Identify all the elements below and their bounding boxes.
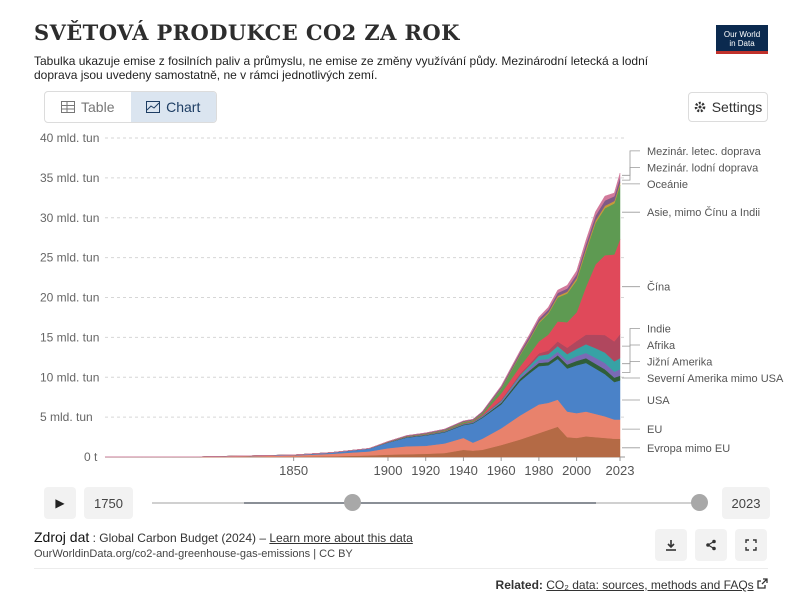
- play-button[interactable]: ▶: [44, 487, 76, 519]
- timeline: ▶ 1750 2023: [44, 487, 770, 519]
- legend-label: Asie, mimo Čínu a Indii: [647, 206, 760, 219]
- legend-label: Severní Amerika mimo USA: [647, 373, 784, 385]
- x-tick-label: 1900: [374, 463, 403, 478]
- logo-line-1: Our World: [723, 30, 761, 39]
- learn-more-link[interactable]: Learn more about this data: [269, 531, 413, 545]
- area-chart: 0 t 5 mld. tun 10 mld. tun 15 mld. tun 20 ml…: [40, 131, 784, 478]
- logo-line-2: in Data: [729, 39, 755, 48]
- legend-label: Mezinár. letec. doprava: [647, 146, 762, 158]
- play-icon: ▶: [55, 496, 65, 510]
- tab-table-label: Table: [81, 99, 115, 115]
- related-label: Related:: [495, 578, 543, 592]
- legend-label: Mezinár. lodní doprava: [647, 162, 759, 174]
- legend-label: USA: [647, 395, 670, 407]
- x-tick-label: 1850: [279, 463, 308, 478]
- related-link[interactable]: CO₂ data: sources, methods and FAQs: [546, 578, 754, 592]
- legend-label: Afrika: [647, 340, 676, 352]
- legend-label: EU: [647, 424, 662, 436]
- legend-leader-line: [622, 361, 640, 373]
- legend-label: Oceánie: [647, 179, 688, 191]
- x-tick-label: 1920: [411, 463, 440, 478]
- download-icon: [666, 540, 676, 551]
- y-tick-label: 25 mld. tun: [40, 251, 99, 265]
- chart-title: SVĚTOVÁ PRODUKCE CO2 ZA ROK: [34, 20, 460, 45]
- timeline-start-handle[interactable]: [344, 494, 361, 511]
- x-tick-label: 2000: [562, 463, 591, 478]
- timeline-end-year[interactable]: 2023: [722, 487, 770, 519]
- tab-table[interactable]: Table: [45, 92, 131, 122]
- external-link-icon: [757, 578, 768, 589]
- legend-label: Jižní Amerika: [647, 357, 713, 369]
- x-tick-label: 1960: [487, 463, 516, 478]
- x-tick-label: 2023: [606, 463, 635, 478]
- settings-button[interactable]: Settings: [688, 92, 768, 122]
- timeline-range: [244, 502, 596, 504]
- share-icon: [706, 539, 716, 551]
- settings-label: Settings: [711, 99, 763, 115]
- timeline-start-year[interactable]: 1750: [84, 487, 133, 519]
- y-tick-label: 40 mld. tun: [40, 131, 99, 145]
- tab-chart-label: Chart: [166, 99, 201, 115]
- legend-leader-line: [622, 167, 640, 181]
- y-tick-label: 0 t: [84, 450, 98, 464]
- gear-icon: [694, 101, 706, 113]
- legend-label: Indie: [647, 324, 671, 336]
- share-button[interactable]: [695, 529, 727, 561]
- legend-label: Čína: [647, 281, 671, 294]
- legend-leader-line: [622, 344, 640, 365]
- source-label: Zdroj dat: [34, 529, 90, 545]
- legend-leader-line: [622, 150, 640, 176]
- y-tick-label: 15 mld. tun: [40, 330, 99, 344]
- tab-chart[interactable]: Chart: [130, 92, 216, 122]
- footer-divider: [34, 568, 768, 569]
- x-tick-label: 1940: [449, 463, 478, 478]
- area-mezinar-letec-doprava: [104, 173, 621, 458]
- view-tabs: Table Chart: [44, 91, 217, 123]
- chart-subtitle: Tabulka ukazuje emise z fosilních paliv …: [34, 54, 649, 82]
- y-tick-label: 20 mld. tun: [40, 291, 99, 305]
- y-tick-label: 5 mld. tun: [40, 410, 93, 424]
- y-tick-label: 35 mld. tun: [40, 171, 99, 185]
- table-icon: [61, 101, 76, 113]
- y-tick-label: 10 mld. tun: [40, 370, 99, 384]
- download-button[interactable]: [655, 529, 687, 561]
- owid-logo[interactable]: Our World in Data: [716, 25, 768, 54]
- fullscreen-button[interactable]: [735, 529, 767, 561]
- related-line: Related: CO₂ data: sources, methods and …: [496, 578, 768, 592]
- chart-icon: [146, 101, 161, 113]
- legend-leader-line: [622, 328, 640, 347]
- y-tick-label: 30 mld. tun: [40, 211, 99, 225]
- source-url: OurWorldinData.org/co2-and-greenhouse-ga…: [34, 548, 353, 560]
- source-text: : Global Carbon Budget (2024) –: [92, 531, 270, 545]
- fullscreen-icon: [745, 539, 757, 551]
- legend-label: Evropa mimo EU: [647, 443, 730, 455]
- source-line: Zdroj dat : Global Carbon Budget (2024) …: [34, 529, 413, 545]
- x-tick-label: 1980: [524, 463, 553, 478]
- timeline-end-handle[interactable]: [691, 494, 708, 511]
